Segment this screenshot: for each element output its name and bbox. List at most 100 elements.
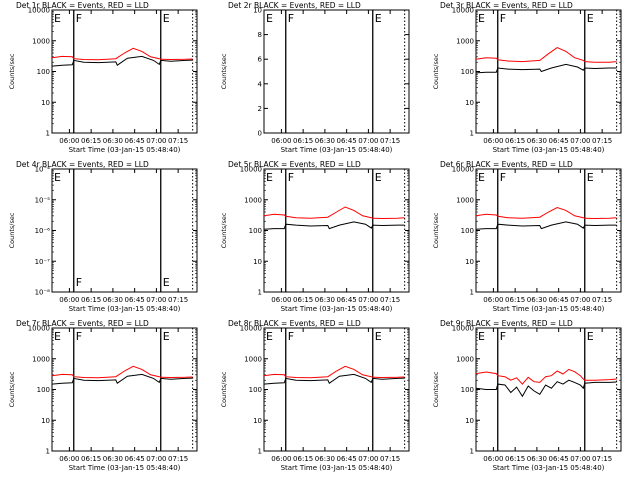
- marker-label: E: [478, 330, 485, 343]
- marker-label: E: [54, 330, 61, 343]
- y-tick-label: 100: [249, 386, 262, 394]
- y-tick-label: 10⁻⁴: [35, 166, 51, 174]
- series-lld-red: [51, 365, 193, 379]
- marker-label: E: [163, 330, 170, 343]
- y-tick-label: 10: [253, 7, 262, 15]
- y-tick-label: 2: [258, 105, 262, 113]
- y-tick-label: 10: [41, 417, 50, 425]
- y-tick-label: 1: [470, 130, 474, 138]
- panel-title: Det 4r BLACK = Events, RED = LLD: [16, 160, 149, 169]
- x-tick-label: 06:45: [337, 455, 357, 463]
- panel-title: Det 1r BLACK = Events, RED = LLD: [16, 1, 149, 10]
- x-tick-label: 06:00: [271, 455, 291, 463]
- y-tick-label: 100: [461, 68, 474, 76]
- marker-label: E: [163, 276, 170, 289]
- series-lld-red: [51, 47, 193, 61]
- x-tick-label: 06:15: [293, 296, 313, 304]
- panel-det-7: Det 7r BLACK = Events, RED = LLD 1 10 100 10…: [8, 319, 198, 472]
- y-tick-label: 10⁻⁵: [35, 196, 51, 204]
- series-lld-red: [475, 47, 617, 63]
- x-tick-label: 06:00: [271, 296, 291, 304]
- marker-label: F: [288, 330, 294, 343]
- marker-label: E: [375, 171, 382, 184]
- marker-label: E: [54, 12, 61, 25]
- panel-title: Det 3r BLACK = Events, RED = LLD: [440, 1, 573, 10]
- x-tick-label: 06:45: [125, 296, 145, 304]
- marker-label: F: [500, 171, 506, 184]
- y-tick-label: 1000: [456, 196, 474, 204]
- y-tick-label: 10: [253, 417, 262, 425]
- y-tick-label: 10⁻⁸: [35, 289, 51, 297]
- y-tick-label: 10000: [452, 325, 474, 333]
- y-axis-label: Counts/sec: [220, 371, 228, 407]
- panel-title: Det 9r BLACK = Events, RED = LLD: [440, 319, 573, 328]
- y-tick-label: 10000: [452, 7, 474, 15]
- x-axis-label: Start Time (03-Jan-15 05:48:40): [281, 464, 393, 472]
- x-tick-label: 06:00: [271, 137, 291, 145]
- x-axis-label: Start Time (03-Jan-15 05:48:40): [69, 464, 181, 472]
- y-axis-label: Counts/sec: [8, 53, 16, 89]
- x-tick-label: 06:15: [293, 137, 313, 145]
- marker-label: F: [500, 330, 506, 343]
- y-tick-label: 0: [258, 130, 262, 138]
- x-tick-label: 06:30: [103, 296, 123, 304]
- y-tick-label: 1000: [32, 355, 50, 363]
- marker-label: F: [76, 276, 82, 289]
- x-tick-label: 07:15: [380, 137, 400, 145]
- y-tick-label: 100: [37, 386, 50, 394]
- y-tick-label: 100: [249, 227, 262, 235]
- y-tick-label: 10⁻⁶: [35, 227, 51, 235]
- x-tick-label: 06:00: [59, 137, 79, 145]
- x-tick-label: 07:15: [380, 455, 400, 463]
- x-tick-label: 07:15: [592, 296, 612, 304]
- y-tick-label: 1000: [244, 355, 262, 363]
- x-tick-label: 07:00: [146, 455, 166, 463]
- x-tick-label: 06:15: [81, 137, 101, 145]
- y-tick-label: 1000: [244, 196, 262, 204]
- y-tick-label: 10: [465, 417, 474, 425]
- x-axis-label: Start Time (03-Jan-15 05:48:40): [69, 146, 181, 154]
- y-tick-label: 6: [258, 56, 263, 64]
- panel-title: Det 8r BLACK = Events, RED = LLD: [228, 319, 361, 328]
- panel-title: Det 2r BLACK = Events, RED = LLD: [228, 1, 361, 10]
- x-tick-label: 06:15: [293, 455, 313, 463]
- x-axis-label: Start Time (03-Jan-15 05:48:40): [493, 146, 605, 154]
- x-tick-label: 06:30: [527, 296, 547, 304]
- y-tick-label: 10000: [240, 166, 262, 174]
- x-tick-label: 06:45: [125, 137, 145, 145]
- series-lld-red: [263, 206, 405, 220]
- marker-label: E: [266, 12, 273, 25]
- panel-det-2: Det 2r BLACK = Events, RED = LLD 0 2 4 6 8 10 0…: [220, 1, 410, 154]
- series-events-black: [51, 373, 193, 385]
- marker-label: F: [76, 330, 82, 343]
- x-tick-label: 06:15: [505, 296, 525, 304]
- marker-label: E: [163, 12, 170, 25]
- y-tick-label: 4: [258, 80, 263, 88]
- x-axis-label: Start Time (03-Jan-15 05:48:40): [69, 305, 181, 313]
- y-axis-label: Counts/sec: [432, 371, 440, 407]
- x-axis-label: Start Time (03-Jan-15 05:48:40): [281, 146, 393, 154]
- marker-label: F: [500, 12, 506, 25]
- x-tick-label: 06:45: [549, 296, 569, 304]
- x-tick-label: 06:15: [81, 455, 101, 463]
- panel-det-5: Det 5r BLACK = Events, RED = LLD 1 10 100 10…: [220, 160, 410, 313]
- x-tick-label: 06:15: [81, 296, 101, 304]
- marker-label: E: [478, 171, 485, 184]
- x-tick-label: 06:15: [505, 455, 525, 463]
- y-tick-label: 1: [258, 289, 262, 297]
- x-tick-label: 07:15: [592, 455, 612, 463]
- y-tick-label: 10: [253, 258, 262, 266]
- panel-det-8: Det 8r BLACK = Events, RED = LLD 1 10 100 10…: [220, 319, 410, 472]
- y-axis-label: Counts/sec: [8, 212, 16, 248]
- x-tick-label: 07:00: [570, 455, 590, 463]
- x-tick-label: 07:15: [592, 137, 612, 145]
- x-tick-label: 06:15: [505, 137, 525, 145]
- x-tick-label: 06:00: [483, 455, 503, 463]
- x-tick-label: 07:15: [380, 296, 400, 304]
- marker-label: E: [587, 171, 594, 184]
- series-events-black: [475, 221, 617, 230]
- y-tick-label: 10: [41, 99, 50, 107]
- panel-title: Det 5r BLACK = Events, RED = LLD: [228, 160, 361, 169]
- y-tick-label: 10⁻⁷: [35, 258, 51, 266]
- marker-label: E: [587, 330, 594, 343]
